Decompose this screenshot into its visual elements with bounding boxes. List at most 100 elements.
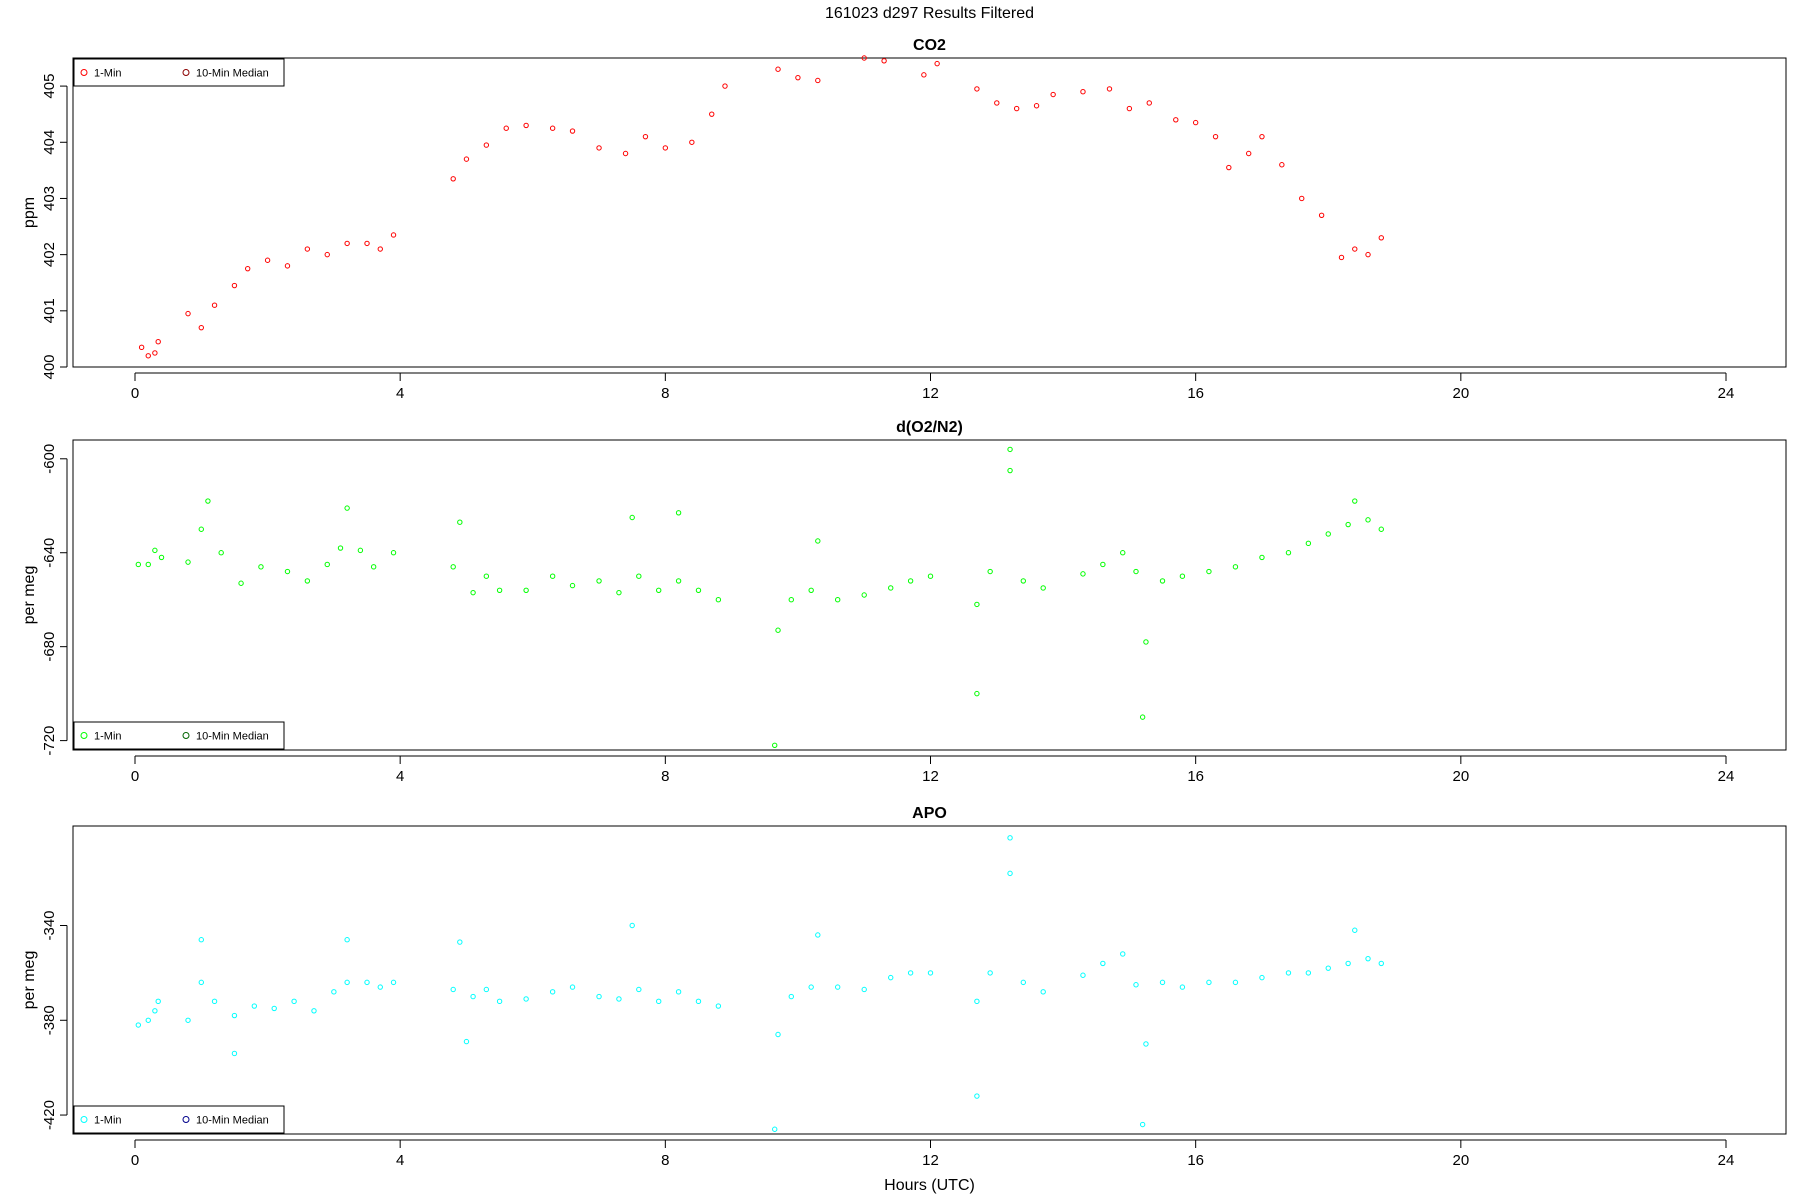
data-point-1min: [483, 573, 490, 579]
data-point-1min: [569, 984, 576, 990]
data-point-1min: [1080, 972, 1086, 978]
data-point-1min: [470, 993, 476, 1000]
data-point-1min: [284, 263, 291, 269]
y-tick-label: -680: [41, 632, 58, 662]
data-point-1min: [370, 564, 377, 570]
data-point-1min: [390, 979, 397, 986]
data-point-1min: [788, 993, 794, 1000]
data-point-1min: [251, 1003, 258, 1009]
data-point-1min: [1318, 212, 1325, 219]
data-point-1min: [642, 133, 649, 140]
data-point-1min: [1305, 540, 1312, 547]
data-point-1min: [808, 587, 814, 594]
x-tick-label: 12: [922, 768, 939, 785]
data-point-1min: [861, 55, 867, 61]
data-point-1min: [324, 561, 330, 568]
data-point-1min: [1179, 984, 1186, 990]
data-point-1min: [1080, 571, 1086, 577]
data-point-1min: [888, 585, 894, 591]
y-tick-label: -720: [41, 726, 58, 756]
data-point-1min: [636, 573, 642, 579]
data-point-1min: [1285, 970, 1292, 976]
data-point-1min: [218, 550, 224, 556]
data-point-1min: [152, 547, 158, 554]
data-point-1min: [377, 984, 383, 990]
panel-title: CO2: [913, 37, 946, 54]
data-point-1min: [198, 324, 204, 331]
data-point-1min: [483, 142, 490, 148]
data-point-1min: [1033, 103, 1040, 109]
data-point-1min: [337, 545, 344, 551]
data-point-1min: [390, 550, 397, 556]
data-point-1min: [496, 998, 503, 1005]
data-point-1min: [211, 302, 218, 308]
data-point-1min: [549, 573, 556, 579]
data-point-1min: [1212, 133, 1219, 140]
data-point-1min: [629, 922, 635, 929]
data-point-1min: [662, 145, 669, 151]
data-point-1min: [1133, 568, 1139, 575]
data-point-1min: [1040, 989, 1046, 995]
data-point-1min: [231, 1012, 238, 1019]
data-point-1min: [205, 498, 211, 504]
data-point-1min: [155, 998, 161, 1005]
data-point-1min: [135, 1022, 142, 1028]
data-point-1min: [344, 937, 350, 943]
data-point-1min: [1206, 568, 1212, 575]
data-point-1min: [324, 251, 330, 258]
data-point-1min: [974, 690, 980, 697]
data-point-1min: [271, 1005, 277, 1012]
data-point-1min: [185, 559, 191, 565]
data-point-1min: [974, 86, 980, 92]
data-point-1min: [185, 1017, 191, 1023]
data-point-1min: [987, 568, 993, 575]
data-point-1min: [974, 998, 980, 1005]
x-tick-label: 16: [1187, 385, 1204, 402]
data-point-1min: [1365, 251, 1371, 258]
x-tick-label: 24: [1718, 385, 1735, 402]
plot-frame: [72, 825, 1787, 1135]
data-point-1min: [907, 578, 914, 584]
legend-label: 10-Min Median: [196, 68, 269, 80]
legend-label: 1-Min: [94, 731, 122, 743]
plot-frame: [72, 57, 1787, 368]
panel-title: d(O2/N2): [896, 419, 963, 436]
data-point-1min: [861, 592, 867, 598]
data-point-1min: [457, 939, 463, 945]
legend: 1-Min 10-Min Median: [73, 1105, 285, 1134]
data-point-1min: [1345, 960, 1351, 967]
data-point-1min: [198, 979, 204, 986]
y-tick-label: 400: [41, 354, 58, 379]
data-point-1min: [1305, 970, 1312, 976]
data-point-1min: [238, 580, 244, 586]
y-tick-label: -600: [41, 444, 58, 474]
data-point-1min: [921, 72, 927, 78]
x-tick-label: 4: [396, 385, 404, 402]
data-point-1min: [775, 1031, 781, 1038]
data-point-1min: [185, 310, 191, 317]
data-point-1min: [503, 125, 509, 131]
data-point-1min: [138, 344, 145, 351]
data-point-1min: [689, 139, 695, 145]
data-point-1min: [1133, 982, 1139, 988]
data-point-1min: [198, 526, 204, 532]
data-point-1min: [1365, 955, 1371, 962]
data-point-1min: [1020, 979, 1027, 986]
data-point-1min: [1139, 1121, 1146, 1128]
data-point-1min: [636, 986, 642, 993]
legend-marker: [80, 732, 88, 739]
data-point-1min: [1338, 254, 1345, 261]
data-point-1min: [463, 1038, 470, 1045]
data-point-1min: [549, 125, 556, 131]
data-point-1min: [815, 932, 821, 938]
legend-marker: [80, 69, 88, 76]
data-point-1min: [258, 564, 264, 570]
data-point-1min: [231, 282, 238, 289]
data-point-1min: [1365, 517, 1371, 523]
x-tick-label: 12: [922, 385, 939, 402]
data-point-1min: [304, 578, 311, 584]
data-point-1min: [364, 979, 370, 986]
y-tick-label: 405: [41, 74, 58, 99]
data-point-1min: [808, 984, 814, 990]
data-point-1min: [907, 970, 914, 976]
